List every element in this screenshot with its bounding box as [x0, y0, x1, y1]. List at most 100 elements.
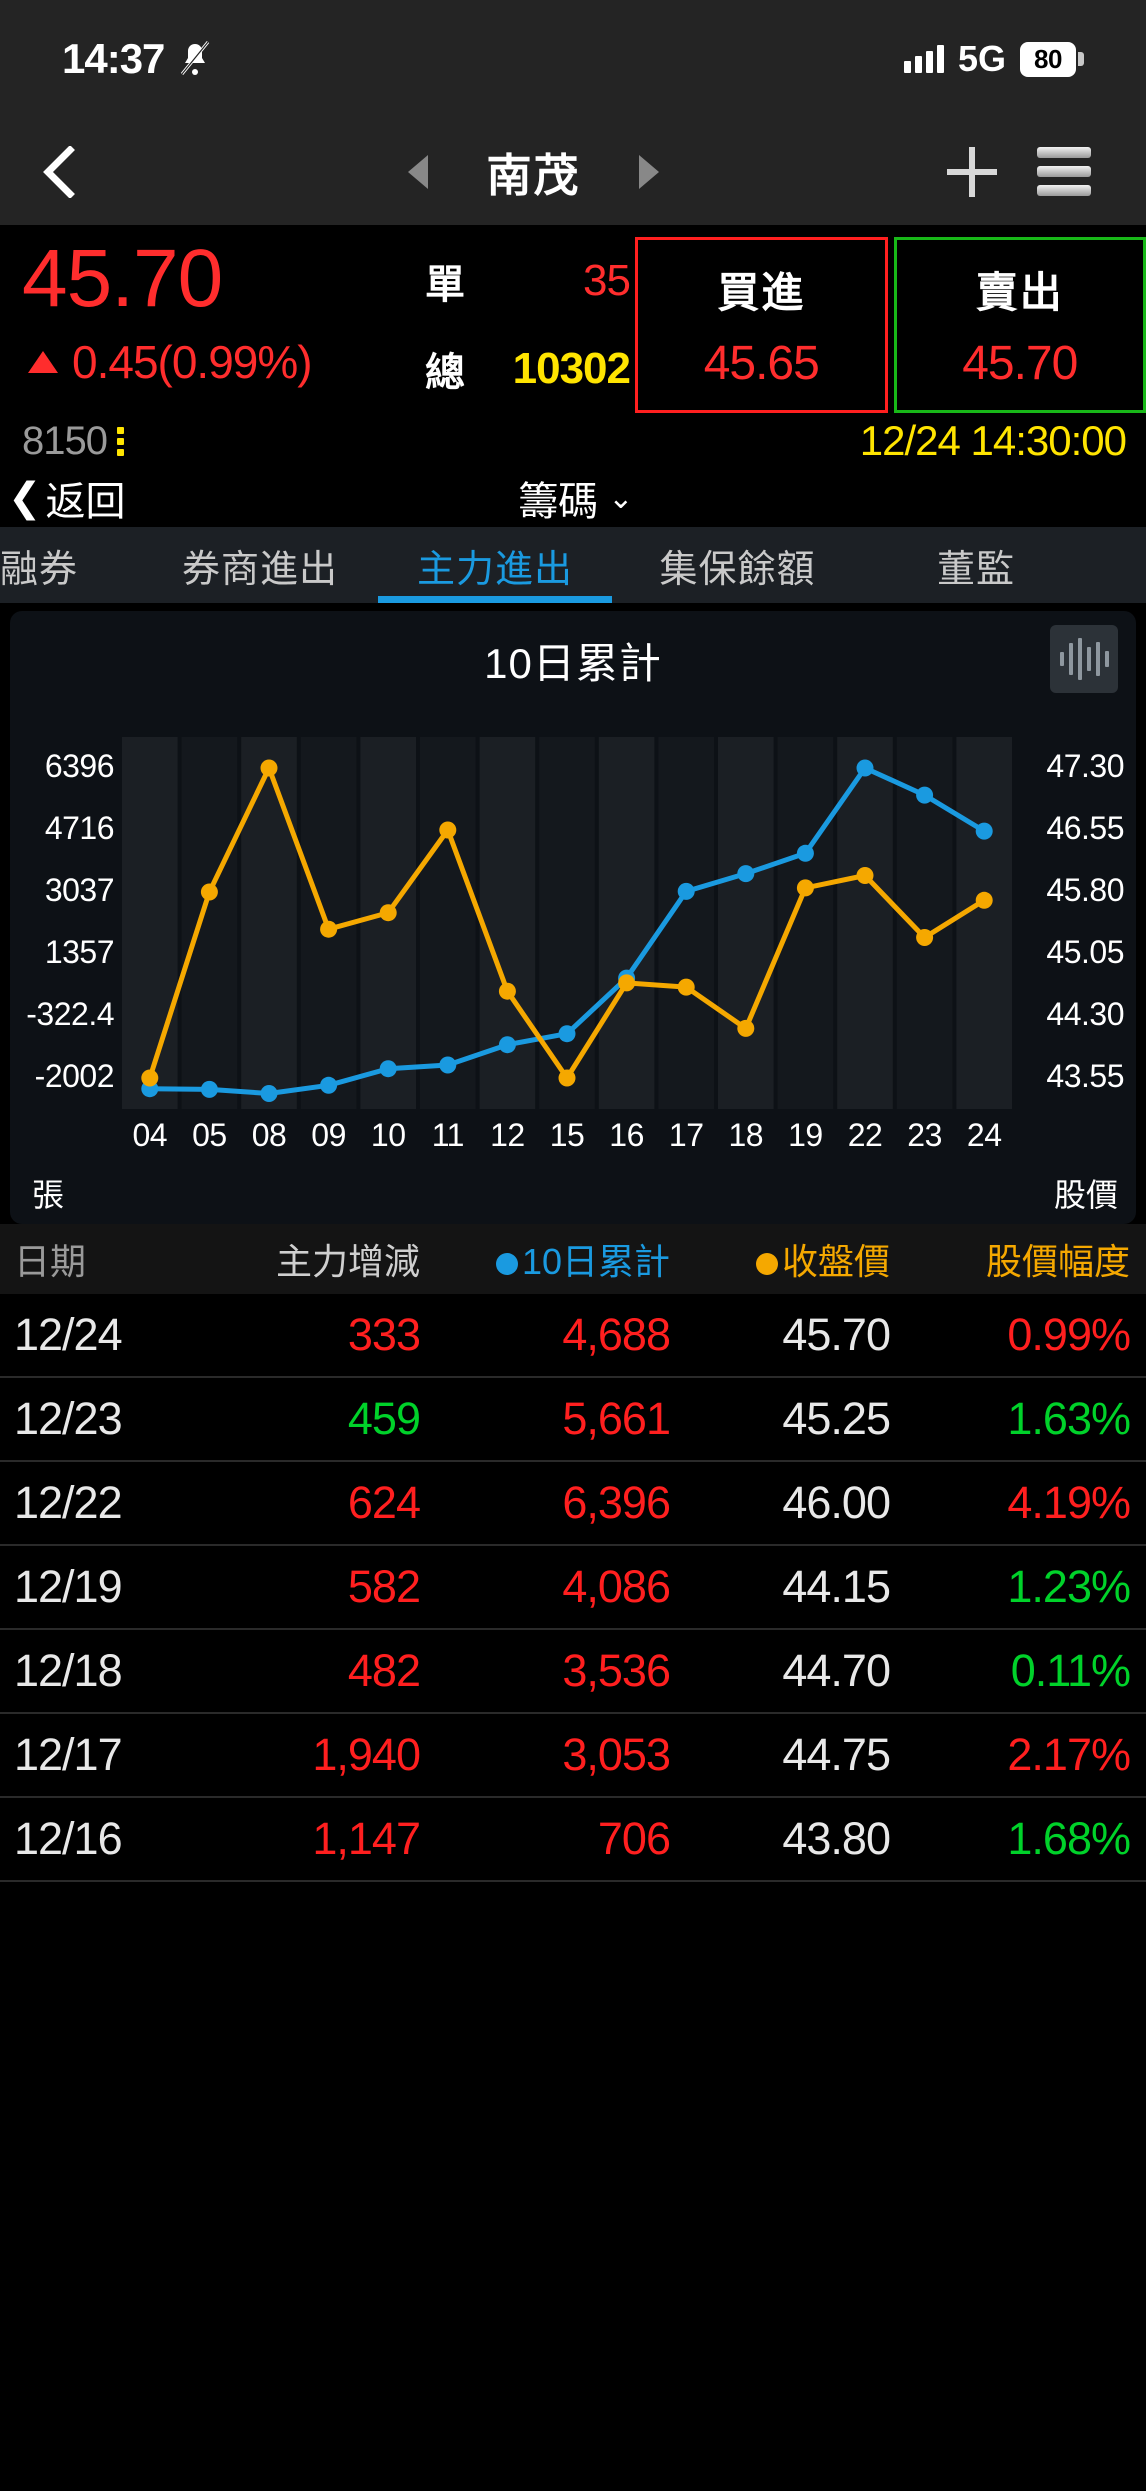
y-tick-left: 6396 — [44, 748, 115, 784]
table-row[interactable]: 12/22 624 6,396 46.00 4.19% — [0, 1462, 1146, 1546]
plus-icon[interactable] — [947, 146, 997, 197]
x-tick-label: 10 — [370, 1117, 406, 1153]
x-tick-label: 19 — [788, 1117, 823, 1153]
chart-plot-area[interactable]: 6396 4716 3037 1357 -322.4 -2002 47.30 46.55 45… — [10, 709, 1136, 1224]
sub-back-button[interactable]: ❮ 返回 — [8, 469, 126, 527]
legend-dot-cumulative — [495, 1253, 518, 1276]
tab-label: 券商進出 — [181, 548, 338, 591]
network-type-label: 5G — [957, 38, 1006, 79]
status-bar: 14:37 5G 80 — [0, 0, 1146, 118]
battery-cap — [1078, 52, 1084, 66]
triangle-left-icon[interactable] — [408, 154, 429, 189]
category-selector[interactable]: 籌碼 ⌄ — [126, 469, 1026, 527]
table-row[interactable]: 12/19 582 4,086 44.15 1.23% — [0, 1546, 1146, 1630]
ask-label: 賣出 — [975, 269, 1064, 316]
cell-cumulative: 3,536 — [562, 1645, 671, 1696]
cell-range: 0.99% — [1007, 1309, 1131, 1360]
cell-close: 45.70 — [782, 1309, 891, 1360]
y-tick-right: 47.30 — [1046, 748, 1124, 784]
y-tick-right: 45.80 — [1046, 872, 1124, 908]
chevron-down-icon: ⌄ — [608, 481, 634, 515]
quote-timestamp: 12/24 14:30:00 — [859, 417, 1127, 464]
triangle-right-icon[interactable] — [638, 154, 659, 189]
cell-cumulative: 3,053 — [562, 1729, 671, 1780]
x-tick-label: 15 — [549, 1117, 585, 1153]
code-time-row: 8150 12/24 14:30:00 — [0, 413, 1146, 469]
cell-date: 12/18 — [14, 1645, 123, 1696]
cell-cumulative: 5,661 — [562, 1393, 671, 1444]
quote-panel: 45.70 0.45(0.99%) 單 35 總 10302 買進 45.65 … — [0, 225, 1146, 413]
cell-main-change: 582 — [347, 1561, 421, 1612]
cell-main-change: 333 — [347, 1309, 421, 1360]
tab-label: 融券 — [0, 548, 79, 591]
legend-dot-close — [755, 1253, 778, 1276]
tab-custody-balance[interactable]: 集保餘額 — [620, 527, 855, 603]
cell-cumulative: 4,688 — [562, 1309, 671, 1360]
bid-price: 45.65 — [703, 337, 820, 390]
cell-date: 12/24 — [14, 1309, 123, 1360]
vertical-dots-icon[interactable] — [116, 426, 124, 456]
tab-main-force-flow[interactable]: 主力進出 — [370, 527, 620, 603]
cell-close: 43.80 — [782, 1813, 891, 1864]
x-tick-label: 24 — [966, 1117, 1002, 1153]
cell-close: 44.70 — [782, 1645, 891, 1696]
tab-directors[interactable]: 董監 — [855, 527, 1015, 603]
category-label: 籌碼 — [518, 480, 599, 524]
cell-range: 1.23% — [1007, 1561, 1131, 1612]
cell-close: 46.00 — [782, 1477, 891, 1528]
x-tick-label: 23 — [907, 1117, 942, 1153]
stock-code-block[interactable]: 8150 — [22, 419, 124, 464]
cell-date: 12/23 — [14, 1393, 123, 1444]
x-tick-label: 09 — [311, 1117, 346, 1153]
cell-date: 12/22 — [14, 1477, 123, 1528]
ask-price: 45.70 — [962, 337, 1078, 390]
price-change: 0.45(0.99%) — [72, 336, 313, 388]
last-price: 45.70 — [22, 233, 223, 324]
tab-margin-short[interactable]: 融券 — [0, 527, 150, 603]
page-title: 南茂 — [486, 150, 581, 201]
signal-bars-icon — [903, 45, 944, 73]
y-tick-left: -2002 — [34, 1058, 115, 1095]
y-tick-right: 45.05 — [1046, 934, 1124, 970]
cell-range: 4.19% — [1007, 1477, 1131, 1528]
nav-bar: 南茂 — [0, 118, 1146, 225]
y-tick-right: 44.30 — [1046, 996, 1124, 1032]
cell-date: 12/17 — [14, 1729, 123, 1780]
tab-broker-flow[interactable]: 券商進出 — [150, 527, 370, 603]
total-volume-row: 總 10302 — [390, 325, 635, 413]
back-button[interactable] — [0, 145, 120, 198]
table-row[interactable]: 12/16 1,147 706 43.80 1.68% — [0, 1798, 1146, 1882]
status-time: 14:37 — [62, 35, 165, 82]
column-header-date: 日期 — [14, 1241, 87, 1282]
chart-header: 10日累計 — [10, 611, 1136, 709]
ask-button[interactable]: 賣出 45.70 — [893, 237, 1146, 413]
hamburger-menu-icon[interactable] — [1037, 147, 1091, 196]
table-row[interactable]: 12/23 459 5,661 45.25 1.63% — [0, 1378, 1146, 1462]
table-row[interactable]: 12/24 333 4,688 45.70 0.99% — [0, 1294, 1146, 1378]
y-tick-right: 43.55 — [1046, 1058, 1124, 1094]
chevron-left-icon: ❮ — [8, 476, 42, 520]
tab-label: 董監 — [936, 548, 1015, 591]
tab-label: 集保餘額 — [659, 548, 816, 591]
stock-code: 8150 — [22, 418, 108, 463]
x-tick-label: 17 — [668, 1117, 704, 1153]
bid-label: 買進 — [717, 269, 806, 316]
table-row[interactable]: 12/17 1,940 3,053 44.75 2.17% — [0, 1714, 1146, 1798]
table-row[interactable]: 12/18 482 3,536 44.70 0.11% — [0, 1630, 1146, 1714]
up-triangle-icon — [28, 351, 58, 373]
cell-cumulative: 4,086 — [562, 1561, 671, 1612]
chart-bars-icon[interactable] — [1050, 625, 1118, 693]
chart-title: 10日累計 — [484, 639, 662, 687]
x-tick-label: 16 — [609, 1117, 644, 1153]
single-volume-row: 單 35 — [390, 237, 635, 325]
column-header-range: 股價幅度 — [985, 1241, 1130, 1282]
single-volume-value: 35 — [583, 256, 631, 305]
cell-main-change: 624 — [347, 1477, 421, 1528]
tab-bar: 融券 券商進出 主力進出 集保餘額 董監 — [0, 527, 1146, 603]
x-tick-label: 22 — [847, 1117, 883, 1153]
bid-button[interactable]: 買進 45.65 — [635, 237, 888, 413]
column-header-cumulative-label: 10日累計 — [521, 1241, 670, 1282]
nav-center: 南茂 — [120, 139, 947, 204]
x-tick-label: 08 — [251, 1117, 287, 1153]
single-volume-label: 單 — [425, 263, 465, 307]
